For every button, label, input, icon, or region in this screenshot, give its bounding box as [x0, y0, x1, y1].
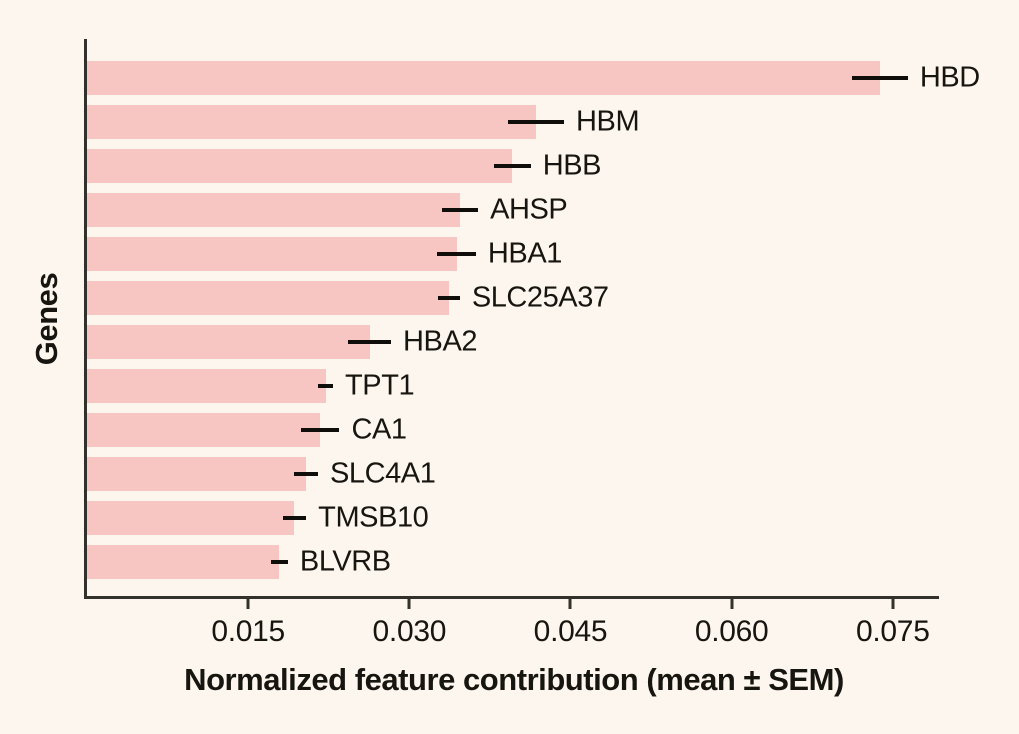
gene-label-hba2: HBA2 — [403, 325, 478, 357]
error-bar-tmsb10 — [282, 515, 307, 520]
plot-area: HBD HBM HBB AHSP HBA1 SLC25A37 HBA2 TPT1 CA1 SLC4… — [84, 39, 980, 648]
x-tick — [246, 599, 250, 609]
bar-slc25a37 — [87, 280, 450, 315]
bar-hbb — [87, 148, 513, 183]
gene-label-tpt1: TPT1 — [345, 369, 415, 401]
gene-label-hbm: HBM — [576, 105, 640, 137]
bar-tmsb10 — [87, 500, 295, 535]
gene-label-slc25a37: SLC25A37 — [471, 281, 609, 313]
error-bar-ca1 — [300, 427, 340, 432]
x-axis-label: Normalized feature contribution (mean ± … — [184, 662, 844, 697]
x-tick-label: 0.060 — [694, 615, 769, 648]
x-tick-label: 0.030 — [372, 615, 447, 648]
gene-label-ahsp: AHSP — [490, 193, 568, 225]
x-tick — [407, 599, 411, 609]
error-bar-hbm — [508, 119, 565, 124]
x-tick — [730, 599, 734, 609]
bar-hbm — [87, 104, 537, 139]
bar-ca1 — [87, 412, 321, 447]
x-tick — [891, 599, 895, 609]
error-bar-hba2 — [348, 339, 392, 344]
gene-label-blvrb: BLVRB — [299, 545, 391, 577]
x-tick-label: 0.045 — [533, 615, 608, 648]
gene-label-tmsb10: TMSB10 — [318, 501, 429, 533]
error-bar-blvrb — [270, 559, 288, 564]
bar-blvrb — [87, 544, 280, 579]
gene-label-hbb: HBB — [542, 149, 602, 181]
x-tick-label: 0.075 — [856, 615, 930, 648]
bar-hbd — [87, 60, 880, 95]
gene-label-slc4a1: SLC4A1 — [329, 457, 436, 489]
x-tick — [568, 599, 572, 609]
x-tick-label: 0.015 — [211, 615, 285, 648]
bar-ahsp — [87, 192, 460, 227]
bar-hba1 — [87, 236, 457, 271]
y-axis-label: Genes — [29, 272, 64, 366]
gene-label-hba1: HBA1 — [487, 237, 562, 269]
error-bar-hba1 — [437, 251, 476, 256]
bar-tpt1 — [87, 368, 326, 403]
error-bar-tpt1 — [317, 383, 334, 388]
error-bar-slc25a37 — [438, 295, 460, 300]
error-bar-hbd — [851, 75, 908, 80]
gene-label-ca1: CA1 — [351, 413, 407, 445]
gene-label-hbd: HBD — [919, 61, 980, 93]
error-bar-hbb — [494, 163, 531, 168]
bar-hba2 — [87, 324, 370, 359]
error-bar-ahsp — [441, 207, 479, 212]
bar-slc4a1 — [87, 456, 307, 491]
error-bar-slc4a1 — [294, 471, 318, 476]
